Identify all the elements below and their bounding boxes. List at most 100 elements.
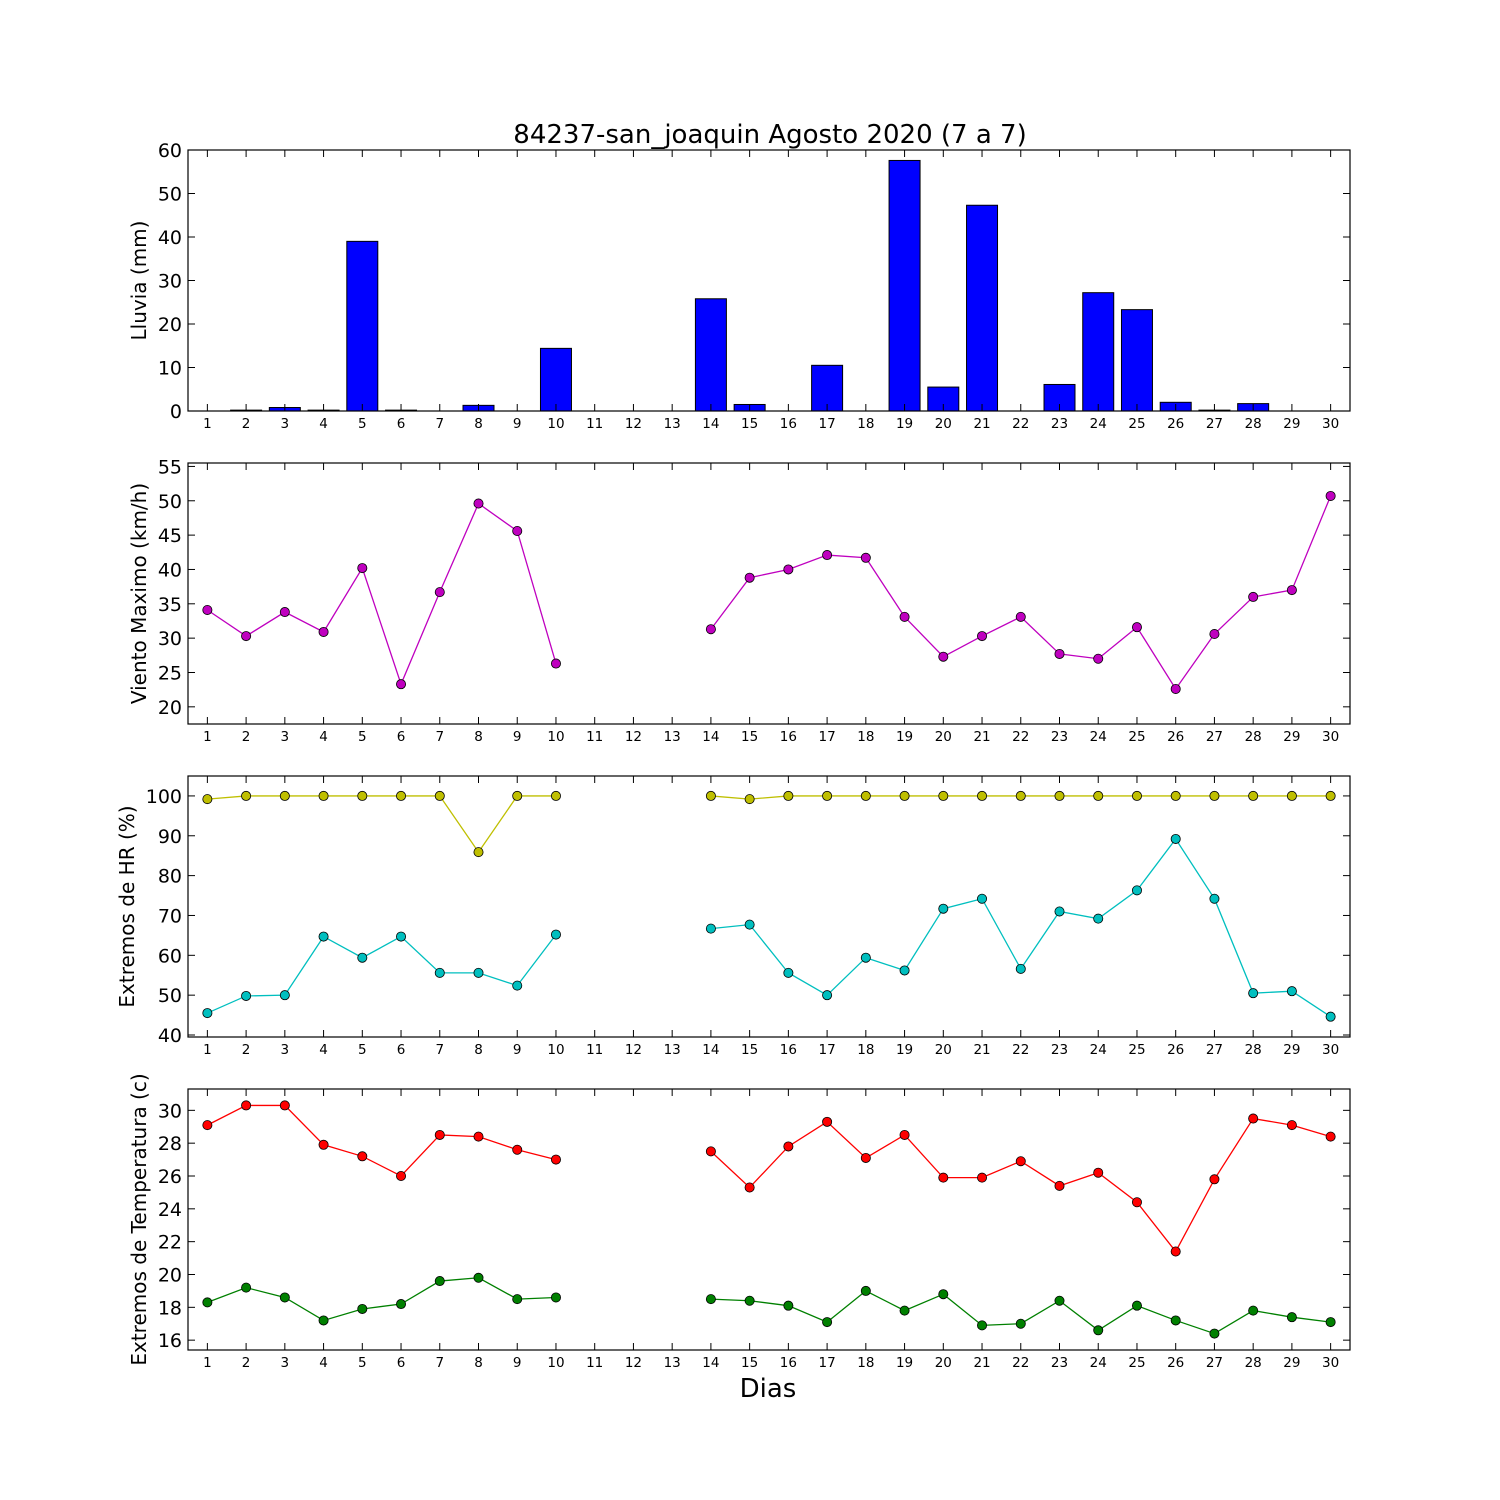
temp-series-0-point-7 bbox=[434, 1129, 445, 1140]
hr-ytick-label-50: 50 bbox=[158, 985, 182, 1007]
lluvia-xtick-label-28: 28 bbox=[1245, 416, 1262, 432]
viento-y-axis-label: Viento Maximo (km/h) bbox=[127, 483, 151, 704]
temp-series-0-point-3 bbox=[279, 1100, 290, 1111]
hr-series-0-point-6 bbox=[396, 790, 407, 801]
hr-series-0-point-14 bbox=[705, 790, 716, 801]
viento-ytick-label-35: 35 bbox=[158, 594, 182, 616]
temp-ytick-label-16: 16 bbox=[158, 1330, 182, 1352]
viento-xtick-label-13: 13 bbox=[664, 729, 681, 745]
viento-ytick-label-30: 30 bbox=[158, 628, 182, 650]
lluvia-xtick-label-9: 9 bbox=[513, 416, 522, 432]
hr-xtick-label-30: 30 bbox=[1322, 1042, 1339, 1058]
hr-xtick-label-27: 27 bbox=[1206, 1042, 1223, 1058]
hr-xtick-label-20: 20 bbox=[935, 1042, 952, 1058]
temp-xtick-label-11: 11 bbox=[586, 1355, 603, 1371]
x-axis-label: Dias bbox=[740, 1374, 797, 1404]
temp-series-0-point-8 bbox=[473, 1131, 484, 1142]
temp-xtick-label-10: 10 bbox=[547, 1355, 564, 1371]
temp-xtick-label-26: 26 bbox=[1167, 1355, 1184, 1371]
hr-series-0-point-20 bbox=[938, 790, 949, 801]
hr-xtick-label-16: 16 bbox=[780, 1042, 797, 1058]
viento-ytick-label-45: 45 bbox=[158, 525, 182, 547]
viento-xtick-label-20: 20 bbox=[935, 729, 952, 745]
temp-ytick-label-26: 26 bbox=[158, 1166, 182, 1188]
lluvia-ytick-label-60: 60 bbox=[158, 140, 182, 162]
temp-series-0-point-15 bbox=[744, 1182, 755, 1193]
temp-series-1-point-15 bbox=[744, 1295, 755, 1306]
hr-series-1-point-18 bbox=[860, 952, 871, 963]
temp-series-0-point-26 bbox=[1170, 1246, 1181, 1257]
hr-xtick-label-21: 21 bbox=[973, 1042, 990, 1058]
viento-series-0-point-19 bbox=[899, 611, 910, 622]
viento-series-0-point-4 bbox=[318, 626, 329, 637]
hr-series-1-point-19 bbox=[899, 965, 910, 976]
lluvia-bar-24 bbox=[1082, 292, 1115, 412]
viento-axes-frame bbox=[187, 462, 1351, 725]
temp-series-1-point-30 bbox=[1325, 1317, 1336, 1328]
temp-series-1-point-26 bbox=[1170, 1315, 1181, 1326]
hr-series-1-point-30 bbox=[1325, 1011, 1336, 1022]
hr-series-1-point-26 bbox=[1170, 833, 1181, 844]
viento-xtick-label-9: 9 bbox=[513, 729, 522, 745]
lluvia-xtick-label-18: 18 bbox=[857, 416, 874, 432]
hr-series-0-point-1 bbox=[202, 794, 213, 805]
hr-xtick-label-13: 13 bbox=[664, 1042, 681, 1058]
temp-series-0-point-5 bbox=[357, 1151, 368, 1162]
hr-series-1-point-17 bbox=[822, 990, 833, 1001]
viento-series-0-point-22 bbox=[1015, 611, 1026, 622]
hr-xtick-label-8: 8 bbox=[474, 1042, 483, 1058]
hr-xtick-label-3: 3 bbox=[281, 1042, 290, 1058]
hr-series-0-point-18 bbox=[860, 790, 871, 801]
temp-xtick-label-19: 19 bbox=[896, 1355, 913, 1371]
temp-series-1-point-19 bbox=[899, 1305, 910, 1316]
hr-xtick-label-19: 19 bbox=[896, 1042, 913, 1058]
temp-xtick-label-28: 28 bbox=[1245, 1355, 1262, 1371]
temp-axes-frame bbox=[187, 1088, 1351, 1351]
viento-xtick-label-23: 23 bbox=[1051, 729, 1068, 745]
temp-series-0-point-29 bbox=[1286, 1120, 1297, 1131]
lluvia-bar-19 bbox=[888, 159, 921, 412]
lluvia-ytick-label-20: 20 bbox=[158, 314, 182, 336]
lluvia-ytick-label-40: 40 bbox=[158, 227, 182, 249]
hr-series-1-point-6 bbox=[396, 931, 407, 942]
temp-series-0-point-4 bbox=[318, 1139, 329, 1150]
temp-series-1-point-2 bbox=[241, 1282, 252, 1293]
temp-xtick-label-8: 8 bbox=[474, 1355, 483, 1371]
temp-xtick-label-3: 3 bbox=[281, 1355, 290, 1371]
temp-xtick-label-22: 22 bbox=[1012, 1355, 1029, 1371]
viento-xtick-label-6: 6 bbox=[397, 729, 406, 745]
lluvia-bar-25 bbox=[1120, 309, 1153, 412]
temp-ytick-label-28: 28 bbox=[158, 1133, 182, 1155]
hr-series-0-point-29 bbox=[1286, 790, 1297, 801]
lluvia-xtick-label-24: 24 bbox=[1090, 416, 1107, 432]
viento-series-0-point-30 bbox=[1325, 490, 1336, 501]
temp-series-0-point-1 bbox=[202, 1120, 213, 1131]
lluvia-xtick-label-2: 2 bbox=[242, 416, 251, 432]
temp-xtick-label-2: 2 bbox=[242, 1355, 251, 1371]
temp-series-1-point-24 bbox=[1093, 1325, 1104, 1336]
lluvia-ytick-label-10: 10 bbox=[158, 358, 182, 380]
temp-xtick-label-9: 9 bbox=[513, 1355, 522, 1371]
hr-series-0-point-26 bbox=[1170, 790, 1181, 801]
temp-series-0-point-17 bbox=[822, 1116, 833, 1127]
lluvia-xtick-label-6: 6 bbox=[397, 416, 406, 432]
hr-ytick-label-40: 40 bbox=[158, 1025, 182, 1047]
viento-series-0-point-20 bbox=[938, 651, 949, 662]
hr-series-1-point-3 bbox=[279, 990, 290, 1001]
hr-series-0-point-19 bbox=[899, 790, 910, 801]
temp-xtick-label-29: 29 bbox=[1283, 1355, 1300, 1371]
viento-series-0-point-18 bbox=[860, 552, 871, 563]
hr-series-1-point-4 bbox=[318, 931, 329, 942]
hr-xtick-label-12: 12 bbox=[625, 1042, 642, 1058]
lluvia-xtick-label-27: 27 bbox=[1206, 416, 1223, 432]
lluvia-xtick-label-8: 8 bbox=[474, 416, 483, 432]
hr-xtick-label-26: 26 bbox=[1167, 1042, 1184, 1058]
hr-xtick-label-2: 2 bbox=[242, 1042, 251, 1058]
lluvia-xtick-label-10: 10 bbox=[547, 416, 564, 432]
lluvia-xtick-label-16: 16 bbox=[780, 416, 797, 432]
temp-series-0-point-18 bbox=[860, 1152, 871, 1163]
viento-series-0-point-8 bbox=[473, 498, 484, 509]
